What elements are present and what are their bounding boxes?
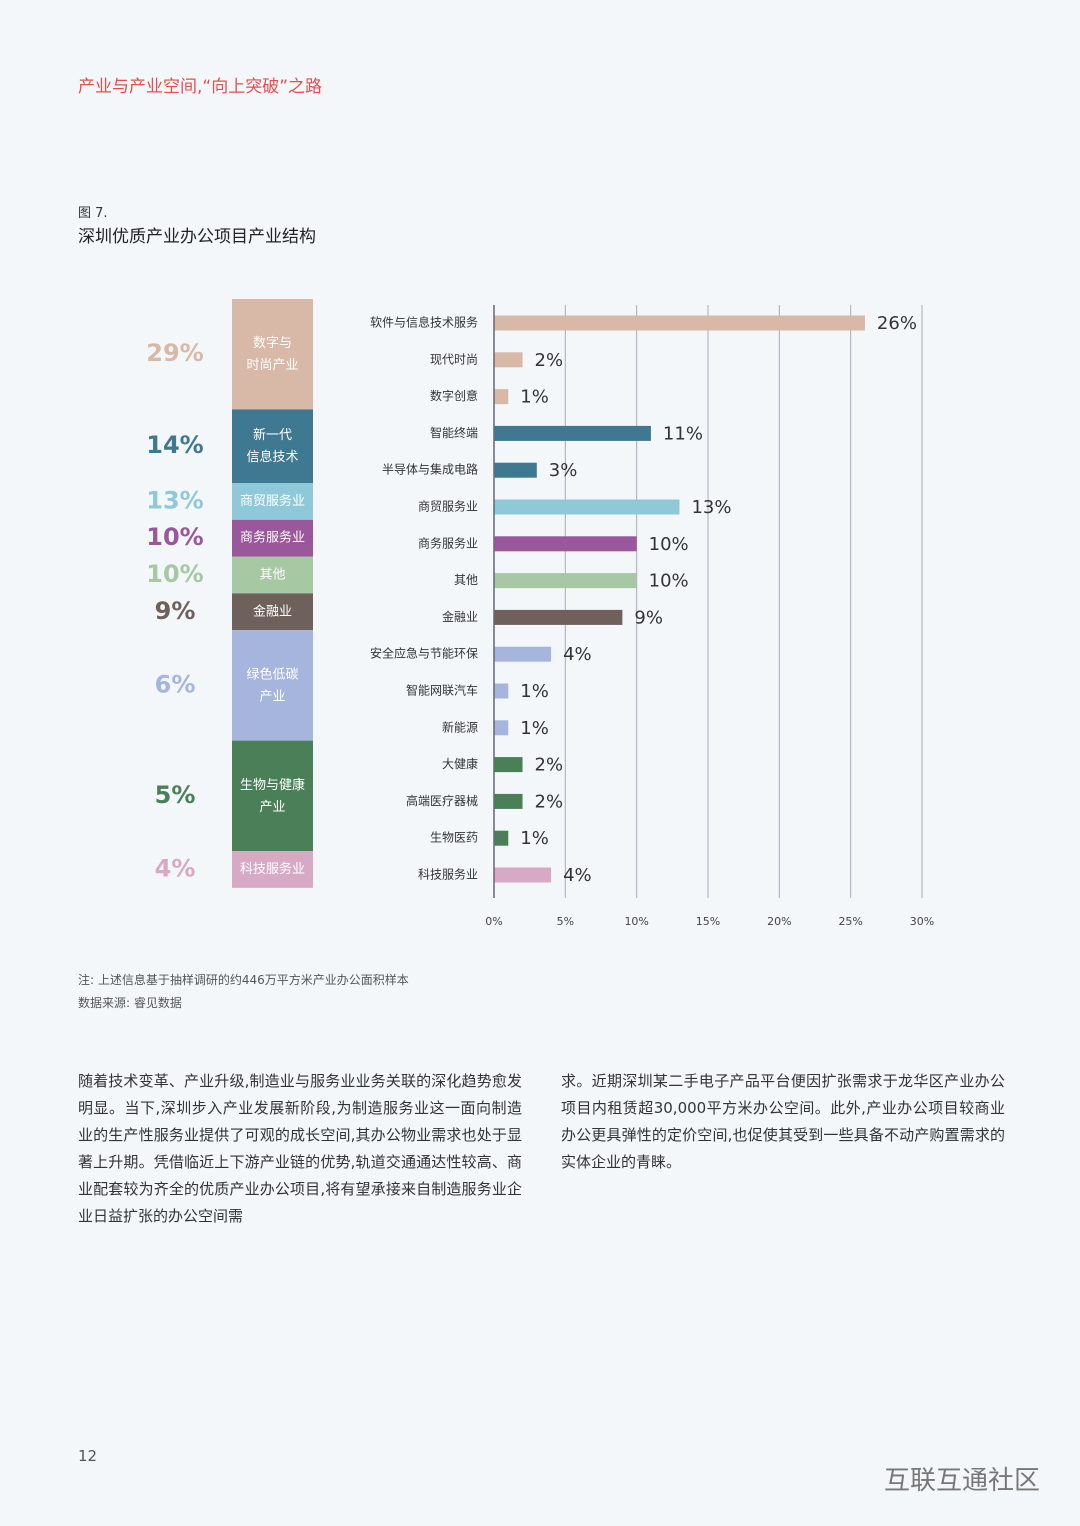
x-tick-label: 10% — [624, 915, 648, 928]
segment-label: 其他 — [259, 568, 285, 583]
segment-label: 金融业 — [253, 603, 292, 619]
bar — [494, 425, 651, 441]
value-label: 1% — [520, 828, 549, 849]
figure-title: 深圳优质产业办公项目产业结构 — [78, 227, 316, 247]
x-tick-label: 25% — [838, 915, 862, 928]
segment-label: 生物与健康产业 — [240, 776, 305, 814]
bar — [494, 720, 509, 736]
segment-label: 商务服务业 — [240, 530, 305, 546]
value-label: 10% — [649, 571, 689, 592]
category-label: 科技服务业 — [418, 867, 478, 882]
category-label: 高端医疗器械 — [406, 793, 478, 808]
category-label: 其他 — [454, 573, 478, 587]
bar — [494, 389, 509, 405]
category-label: 智能网联汽车 — [406, 683, 478, 698]
category-label: 智能终端 — [430, 425, 478, 440]
category-label: 大健康 — [442, 756, 478, 771]
value-label: 26% — [877, 313, 917, 334]
segment-label: 数字与时尚产业 — [246, 336, 298, 373]
category-label: 商务服务业 — [418, 535, 478, 550]
value-label: 4% — [563, 865, 592, 886]
value-label: 9% — [634, 607, 663, 628]
value-label: 11% — [663, 423, 703, 444]
x-tick-label: 5% — [557, 915, 574, 928]
stack-segment — [232, 851, 313, 888]
stack-segment — [232, 409, 313, 483]
category-label: 金融业 — [442, 609, 478, 624]
stack-segment — [232, 556, 313, 594]
value-label: 13% — [691, 497, 731, 518]
group-value-label: 4% — [155, 854, 196, 882]
segment-label: 科技服务业 — [240, 861, 305, 877]
x-tick-label: 15% — [696, 915, 720, 928]
note: 注: 上述信息基于抽样调研的约446万平方米产业办公面积样本 — [78, 973, 409, 987]
group-value-label: 5% — [155, 781, 196, 809]
stack-segment — [232, 483, 313, 520]
category-label: 商贸服务业 — [418, 499, 478, 514]
group-value-label: 6% — [155, 670, 196, 698]
bar — [494, 683, 509, 699]
bar — [494, 830, 509, 846]
category-label: 半导体与集成电路 — [382, 462, 478, 477]
bar — [494, 499, 680, 515]
watermark: 互联互通社区 — [884, 1466, 1041, 1496]
group-value-label: 13% — [146, 486, 203, 514]
body-column: 随着技术变革、产业升级,制造业与服务业业务关联的深化趋势愈发明显。当下,深圳步入… — [78, 1072, 522, 1225]
category-label: 软件与信息技术服务 — [370, 315, 478, 330]
bar — [494, 462, 537, 478]
value-label: 3% — [549, 460, 578, 481]
group-value-label: 9% — [155, 597, 196, 625]
bar — [494, 867, 552, 883]
bar — [494, 609, 623, 625]
x-tick-label: 0% — [485, 915, 502, 928]
value-label: 1% — [520, 718, 549, 739]
value-label: 1% — [520, 681, 549, 702]
category-label: 新能源 — [442, 719, 478, 734]
value-label: 1% — [520, 387, 549, 408]
body-column: 求。近期深圳某二手电子产品平台便因扩张需求于龙华区产业办公项目内租赁超30,00… — [561, 1072, 1005, 1171]
bar — [494, 536, 637, 552]
value-label: 2% — [535, 350, 564, 371]
value-label: 2% — [535, 791, 564, 812]
group-value-label: 14% — [146, 431, 203, 459]
chart: 0% 5% 10% 15% 20% 25% 30% 数字与时尚产业 29% 软件与信息技术服务 26… — [146, 299, 934, 928]
value-label: 2% — [535, 755, 564, 776]
category-label: 现代时尚 — [430, 352, 478, 366]
header-title: 产业与产业空间,“向上突破”之路 — [78, 77, 323, 97]
group-value-label: 29% — [146, 339, 203, 367]
value-label: 10% — [649, 534, 689, 555]
group-value-label: 10% — [146, 523, 203, 551]
stack-segment — [232, 593, 313, 631]
value-label: 4% — [563, 644, 592, 665]
bar — [494, 352, 523, 368]
bar — [494, 757, 523, 773]
x-tick-label: 30% — [910, 915, 934, 928]
bar — [494, 573, 637, 589]
segment-label: 商贸服务业 — [240, 493, 305, 509]
segment-label: 绿色低碳产业 — [246, 666, 298, 704]
bar — [494, 315, 865, 331]
stack-segment — [232, 519, 313, 557]
page-number: 12 — [78, 1447, 98, 1465]
stack-segment — [232, 630, 313, 741]
category-label: 数字创意 — [430, 388, 478, 403]
group-value-label: 10% — [146, 560, 203, 588]
bar — [494, 793, 523, 809]
category-label: 安全应急与节能环保 — [370, 646, 478, 661]
figure-label: 图 7. — [78, 206, 108, 221]
segment-label: 新一代信息技术 — [246, 427, 298, 465]
stack-segment — [232, 740, 313, 851]
bar — [494, 646, 552, 662]
note: 数据来源: 睿见数据 — [78, 996, 182, 1010]
category-label: 生物医药 — [430, 831, 478, 845]
x-tick-label: 20% — [767, 915, 791, 928]
stack-segment — [232, 299, 313, 410]
